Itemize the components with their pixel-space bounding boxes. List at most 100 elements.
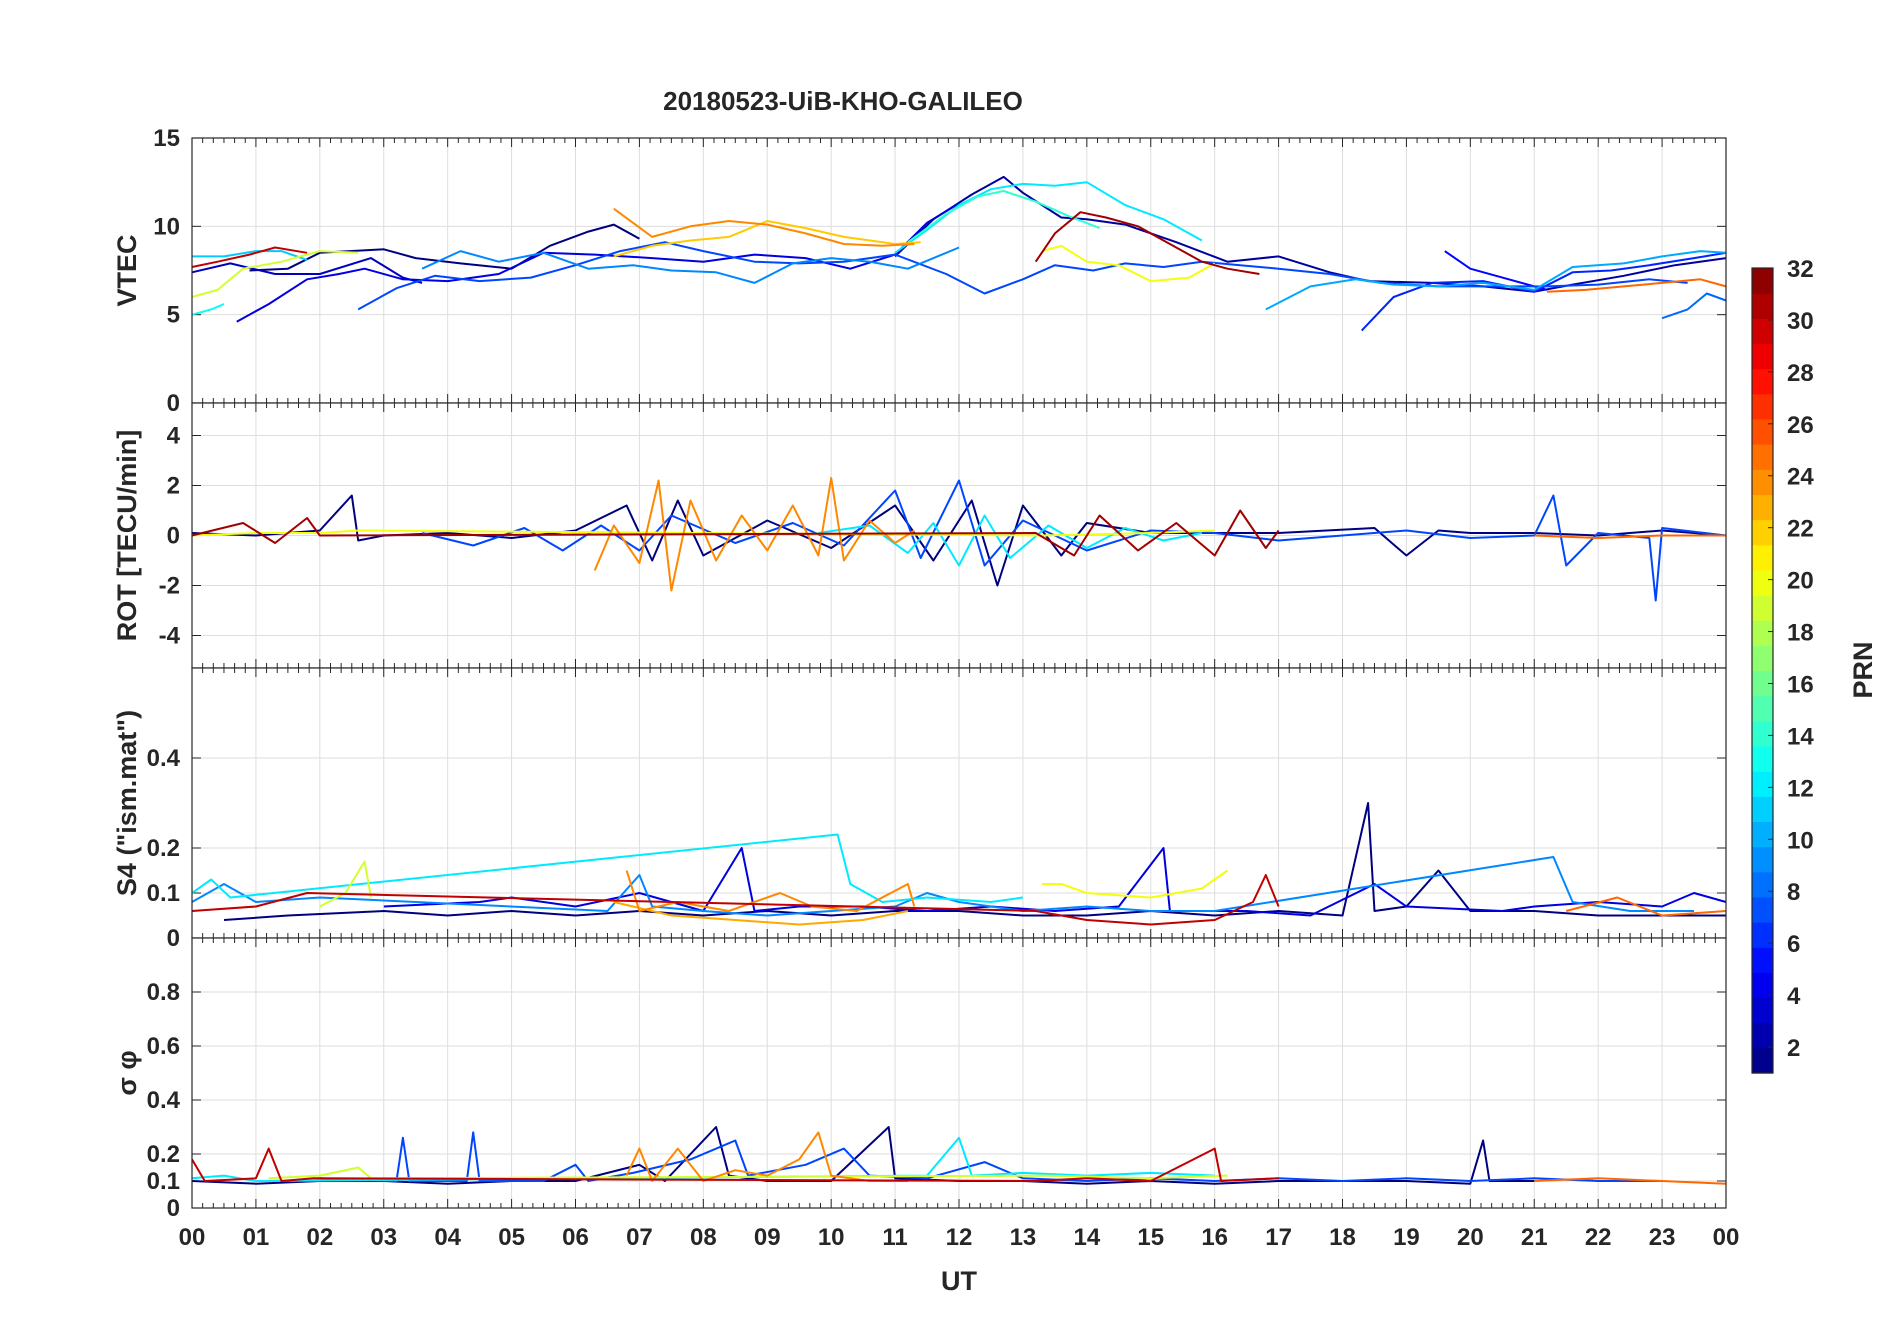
series-prn-19 <box>191 250 359 298</box>
series-prn-20 <box>191 529 1215 537</box>
x-tick-label: 06 <box>562 1224 589 1251</box>
colorbar-band <box>1752 368 1773 395</box>
x-tick-labels: 00 01 02 03 04 05 06 07 08 09 10 11 12 13 14 15 16 17 18 19… <box>179 1224 1740 1251</box>
series-prn-5 <box>1444 250 1548 291</box>
y-tick-label: 0.4 <box>147 745 181 772</box>
x-tick-label: 12 <box>946 1224 973 1251</box>
y-tick-label: -2 <box>159 573 180 600</box>
y-tick-label: 0.4 <box>147 1087 181 1114</box>
colorbar-tick-label: 26 <box>1787 412 1814 439</box>
colorbar-band <box>1752 343 1773 370</box>
colorbar-band <box>1752 544 1773 571</box>
colorbar-band <box>1752 569 1773 596</box>
x-tick-label: 16 <box>1201 1224 1228 1251</box>
colorbar-band <box>1752 720 1773 747</box>
y-tick-label: 0.1 <box>147 880 180 907</box>
series-prn-31 <box>1034 211 1260 275</box>
series-prn-4 <box>383 847 1727 917</box>
colorbar-band <box>1752 796 1773 823</box>
series-prn-25 <box>1534 1177 1727 1185</box>
colorbar-tick-label: 16 <box>1787 671 1814 698</box>
colorbar-band <box>1752 846 1773 873</box>
colorbar-tick-label: 28 <box>1787 360 1814 387</box>
x-tick-label: 02 <box>306 1224 333 1251</box>
x-tick-label: 07 <box>626 1224 653 1251</box>
colorbar-band <box>1752 268 1773 294</box>
series-prn-25 <box>1546 278 1727 293</box>
colorbar-tick-label: 4 <box>1787 983 1801 1010</box>
y-tick-label: 0.8 <box>147 979 180 1006</box>
colorbar-band <box>1752 444 1773 470</box>
y-tick-label: 15 <box>153 125 180 152</box>
y-tick-label: 0 <box>167 390 180 417</box>
colorbar-band <box>1752 670 1773 697</box>
colorbar-tick-label: 32 <box>1787 256 1814 283</box>
colorbar-band <box>1752 645 1773 672</box>
colorbar-band <box>1752 1022 1773 1049</box>
colorbar-band <box>1752 947 1773 973</box>
x-tick-label: 10 <box>818 1224 845 1251</box>
series-prn-20 <box>1041 244 1216 283</box>
colorbar-label: PRN <box>1848 641 1878 698</box>
y-tick-label: 0.6 <box>147 1033 180 1060</box>
colorbar-band <box>1752 922 1773 948</box>
series-prn-11 <box>192 250 308 261</box>
colorbar-band <box>1752 695 1773 722</box>
x-tick-label: 22 <box>1585 1224 1612 1251</box>
y-tick-label: 10 <box>153 213 180 240</box>
colorbar-band <box>1752 418 1773 445</box>
colorbar-tick-label: 8 <box>1787 879 1800 906</box>
x-tick-label: 13 <box>1010 1224 1037 1251</box>
series-prn-4 <box>236 202 960 323</box>
colorbar-tick-label: 18 <box>1787 620 1814 647</box>
series-prn-25 <box>1534 534 1726 539</box>
colorbar-tick-label: 12 <box>1787 775 1814 802</box>
colorbar-band <box>1752 997 1773 1024</box>
x-tick-label: 11 <box>882 1224 907 1251</box>
x-tick-label: 08 <box>690 1224 717 1251</box>
series-prn-13 <box>191 303 225 316</box>
series-prn-1 <box>249 223 640 272</box>
colorbar-band <box>1752 871 1773 898</box>
x-tick-label: 04 <box>434 1224 461 1251</box>
y-tick-label: 0.2 <box>147 1141 180 1168</box>
panel-s4: 0 0.1 0.2 0.4S4 ("ism.mat") <box>112 667 1727 952</box>
colorbar-band <box>1752 494 1773 521</box>
series-prn-1 <box>191 1126 1535 1185</box>
series-prn-9 <box>191 856 1694 917</box>
colorbar-band <box>1752 896 1773 923</box>
colorbar-tick-label: 24 <box>1787 464 1814 491</box>
series-prn-3 <box>191 257 423 284</box>
colorbar-band <box>1752 620 1773 646</box>
colorbar-tick-label: 14 <box>1787 723 1814 750</box>
series-prn-31 <box>191 509 1280 557</box>
colorbar-tick-label: 2 <box>1787 1035 1800 1062</box>
colorbar-tick-label: 30 <box>1787 308 1814 335</box>
y-axis-label: ROT [TECU/min] <box>112 430 142 641</box>
colorbar-band <box>1752 745 1773 772</box>
series-prn-12 <box>191 833 1024 903</box>
colorbar-band <box>1752 469 1773 496</box>
colorbar-band <box>1752 318 1773 345</box>
series-prn-8 <box>1661 292 1727 320</box>
series-prn-30 <box>191 1147 1279 1182</box>
y-axis-label: σ φ <box>112 1050 142 1095</box>
y-tick-label: 4 <box>167 423 181 450</box>
x-tick-label: 00 <box>179 1224 206 1251</box>
x-tick-label: 19 <box>1393 1224 1420 1251</box>
y-tick-label: -4 <box>159 623 181 650</box>
series-prn-24 <box>625 870 916 912</box>
axes-frame <box>191 937 1727 1209</box>
colorbar-band <box>1752 393 1773 420</box>
x-tick-label: 00 <box>1713 1224 1740 1251</box>
colorbar-band <box>1752 771 1773 797</box>
series-prn-23 <box>613 901 909 926</box>
y-axis-label: S4 ("ism.mat") <box>112 710 142 896</box>
colorbar-band <box>1752 595 1773 621</box>
x-tick-label: 15 <box>1137 1224 1164 1251</box>
panel-sigma-phi: 00.10.2 0.4 0.6 0.8 σ φ <box>112 937 1727 1222</box>
chart-title: 20180523-UiB-KHO-GALILEO <box>663 86 1023 116</box>
